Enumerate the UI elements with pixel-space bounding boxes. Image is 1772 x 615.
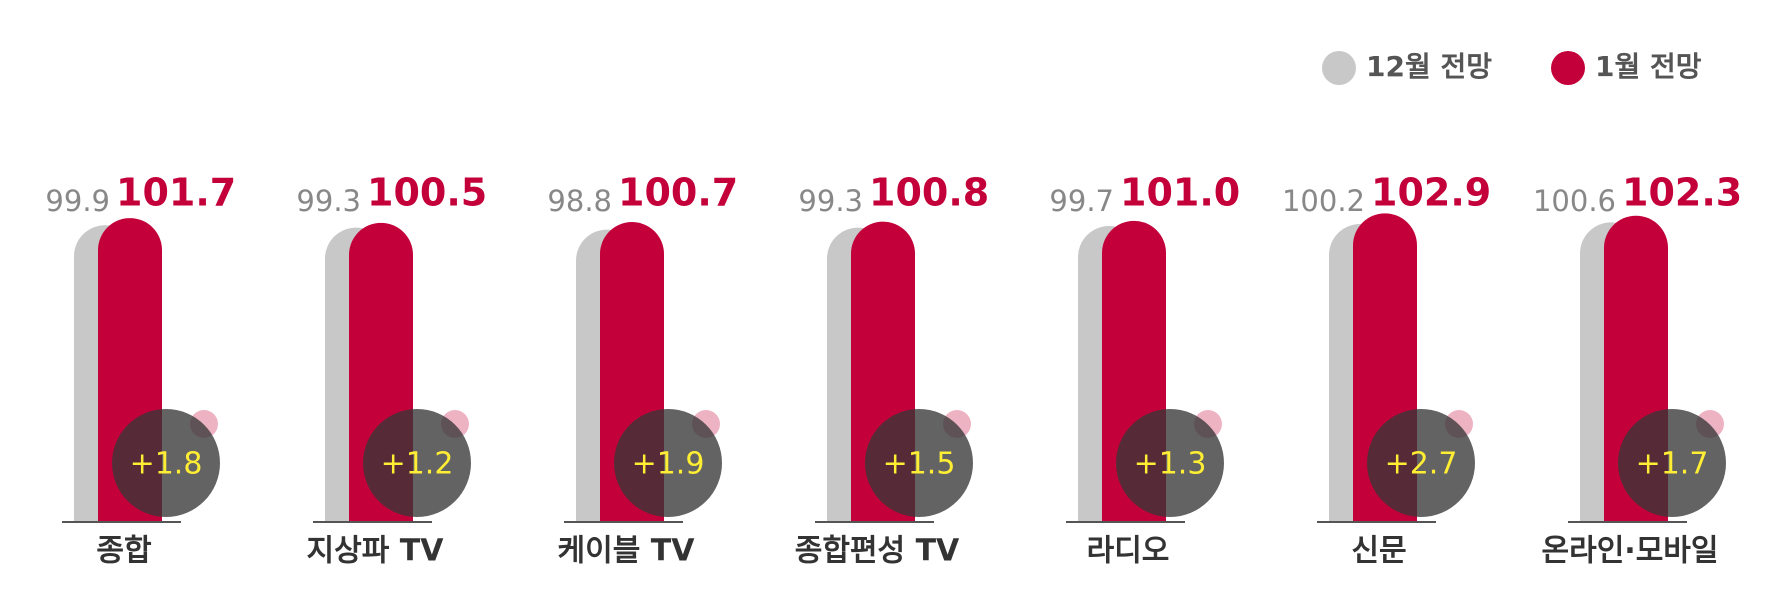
value-label: 100.2 bbox=[1282, 184, 1365, 218]
value-label: 100.6 bbox=[1533, 184, 1616, 218]
category-label: 종합 bbox=[96, 534, 152, 569]
change-label: +1.2 bbox=[381, 447, 454, 482]
value-label: 100.8 bbox=[869, 171, 989, 215]
change-badge bbox=[614, 409, 722, 517]
value-label: 101.0 bbox=[1120, 171, 1240, 215]
change-label: +1.5 bbox=[883, 447, 956, 482]
value-label: 99.9 bbox=[45, 184, 110, 218]
value-label: 98.8 bbox=[547, 184, 612, 218]
value-label: 102.9 bbox=[1371, 171, 1491, 215]
legend-label: 1월 전망 bbox=[1595, 50, 1702, 83]
value-label: 100.5 bbox=[367, 171, 487, 215]
change-badge bbox=[1367, 409, 1475, 517]
category-label: 라디오 bbox=[1087, 534, 1170, 569]
legend-swatch bbox=[1322, 51, 1356, 85]
category-label: 케이블 TV bbox=[558, 534, 696, 569]
value-label: 99.3 bbox=[296, 184, 361, 218]
category-label: 종합편성 TV bbox=[795, 534, 960, 569]
change-label: +1.3 bbox=[1134, 447, 1207, 482]
category-label: 지상파 TV bbox=[307, 534, 445, 569]
change-badge bbox=[1618, 409, 1726, 517]
change-badge bbox=[363, 409, 471, 517]
change-badge bbox=[112, 409, 220, 517]
category-label: 신문 bbox=[1351, 534, 1406, 569]
change-badge bbox=[1116, 409, 1224, 517]
change-label: +1.8 bbox=[130, 447, 203, 482]
legend-swatch bbox=[1551, 51, 1585, 85]
change-label: +2.7 bbox=[1385, 447, 1458, 482]
legend-label: 12월 전망 bbox=[1366, 50, 1492, 83]
value-label: 99.7 bbox=[1049, 184, 1114, 218]
change-label: +1.9 bbox=[632, 447, 705, 482]
category-label: 온라인·모바일 bbox=[1542, 534, 1719, 569]
change-label: +1.7 bbox=[1636, 447, 1709, 482]
value-label: 100.7 bbox=[618, 171, 738, 215]
change-badge bbox=[865, 409, 973, 517]
value-label: 99.3 bbox=[798, 184, 863, 218]
value-label: 101.7 bbox=[116, 171, 236, 215]
value-label: 102.3 bbox=[1622, 171, 1742, 215]
